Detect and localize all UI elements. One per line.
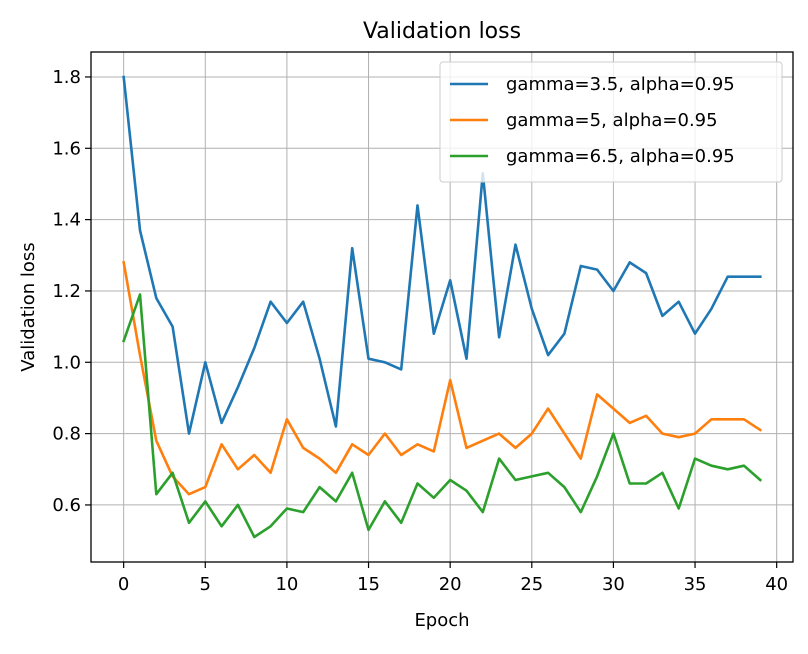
series-line-2	[122, 260, 763, 496]
x-tick-label: 15	[357, 574, 380, 595]
x-tick-label: 5	[200, 574, 211, 595]
series-line-3	[122, 293, 763, 539]
x-tick-label: 25	[520, 574, 543, 595]
legend-label-2: gamma=5, alpha=0.95	[506, 110, 718, 131]
legend-box	[439, 61, 783, 183]
y-tick-label: 1.8	[52, 67, 81, 88]
x-tick-label: 0	[118, 574, 129, 595]
legend-label-3: gamma=6.5, alpha=0.95	[506, 146, 735, 167]
y-tick-label: 1.6	[52, 138, 81, 159]
y-tick-label: 1.0	[52, 352, 81, 373]
y-tick-label: 0.6	[52, 495, 81, 516]
x-tick-label: 40	[765, 574, 788, 595]
legend-label-1: gamma=3.5, alpha=0.95	[506, 74, 735, 95]
x-tick-label: 20	[439, 574, 462, 595]
series-line-1	[122, 75, 762, 435]
chart-title: Validation loss	[363, 19, 521, 44]
x-tick-label: 30	[602, 574, 625, 595]
y-tick-label: 1.2	[52, 281, 81, 302]
x-tick-label: 35	[684, 574, 707, 595]
x-axis-label: Epoch	[414, 610, 469, 631]
y-axis-label: Validation loss	[18, 242, 39, 371]
axis-ticks: 0 5 10 15 20 25 30 35 40 0.6 0.8 1.0 1.2 1.4 1.6 1.8	[52, 67, 788, 595]
series-lines	[122, 75, 763, 539]
y-tick-label: 0.8	[52, 424, 81, 445]
x-tick-label: 10	[275, 574, 298, 595]
legend: gamma=3.5, alpha=0.95 gamma=5, alpha=0.95…	[439, 61, 783, 183]
y-tick-label: 1.4	[52, 210, 81, 231]
plot-frame	[90, 51, 794, 563]
